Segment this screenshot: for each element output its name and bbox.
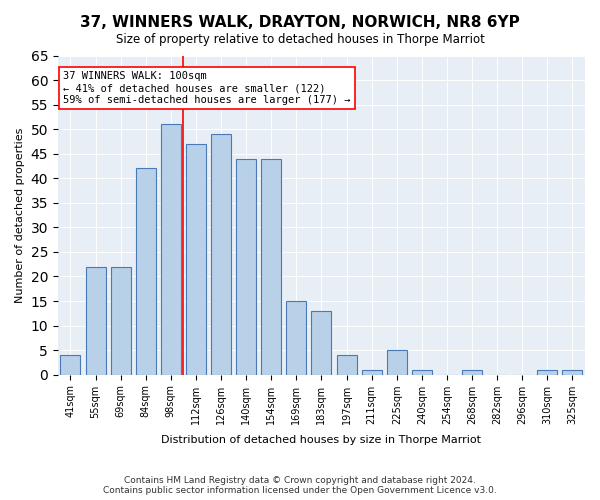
Text: Contains HM Land Registry data © Crown copyright and database right 2024.
Contai: Contains HM Land Registry data © Crown c…	[103, 476, 497, 495]
Bar	[462, 370, 482, 374]
Bar	[61, 355, 80, 374]
Bar	[136, 168, 156, 374]
Bar	[186, 144, 206, 374]
X-axis label: Distribution of detached houses by size in Thorpe Marriot: Distribution of detached houses by size …	[161, 435, 481, 445]
Bar	[362, 370, 382, 374]
Bar	[110, 266, 131, 374]
Bar	[286, 301, 307, 374]
Bar	[538, 370, 557, 374]
Bar	[337, 355, 356, 374]
Bar	[412, 370, 432, 374]
Y-axis label: Number of detached properties: Number of detached properties	[15, 128, 25, 303]
Text: 37, WINNERS WALK, DRAYTON, NORWICH, NR8 6YP: 37, WINNERS WALK, DRAYTON, NORWICH, NR8 …	[80, 15, 520, 30]
Bar	[261, 158, 281, 374]
Bar	[161, 124, 181, 374]
Text: Size of property relative to detached houses in Thorpe Marriot: Size of property relative to detached ho…	[116, 32, 484, 46]
Bar	[236, 158, 256, 374]
Bar	[211, 134, 231, 374]
Bar	[311, 311, 331, 374]
Bar	[562, 370, 583, 374]
Bar	[387, 350, 407, 374]
Bar	[86, 266, 106, 374]
Text: 37 WINNERS WALK: 100sqm
← 41% of detached houses are smaller (122)
59% of semi-d: 37 WINNERS WALK: 100sqm ← 41% of detache…	[63, 72, 350, 104]
